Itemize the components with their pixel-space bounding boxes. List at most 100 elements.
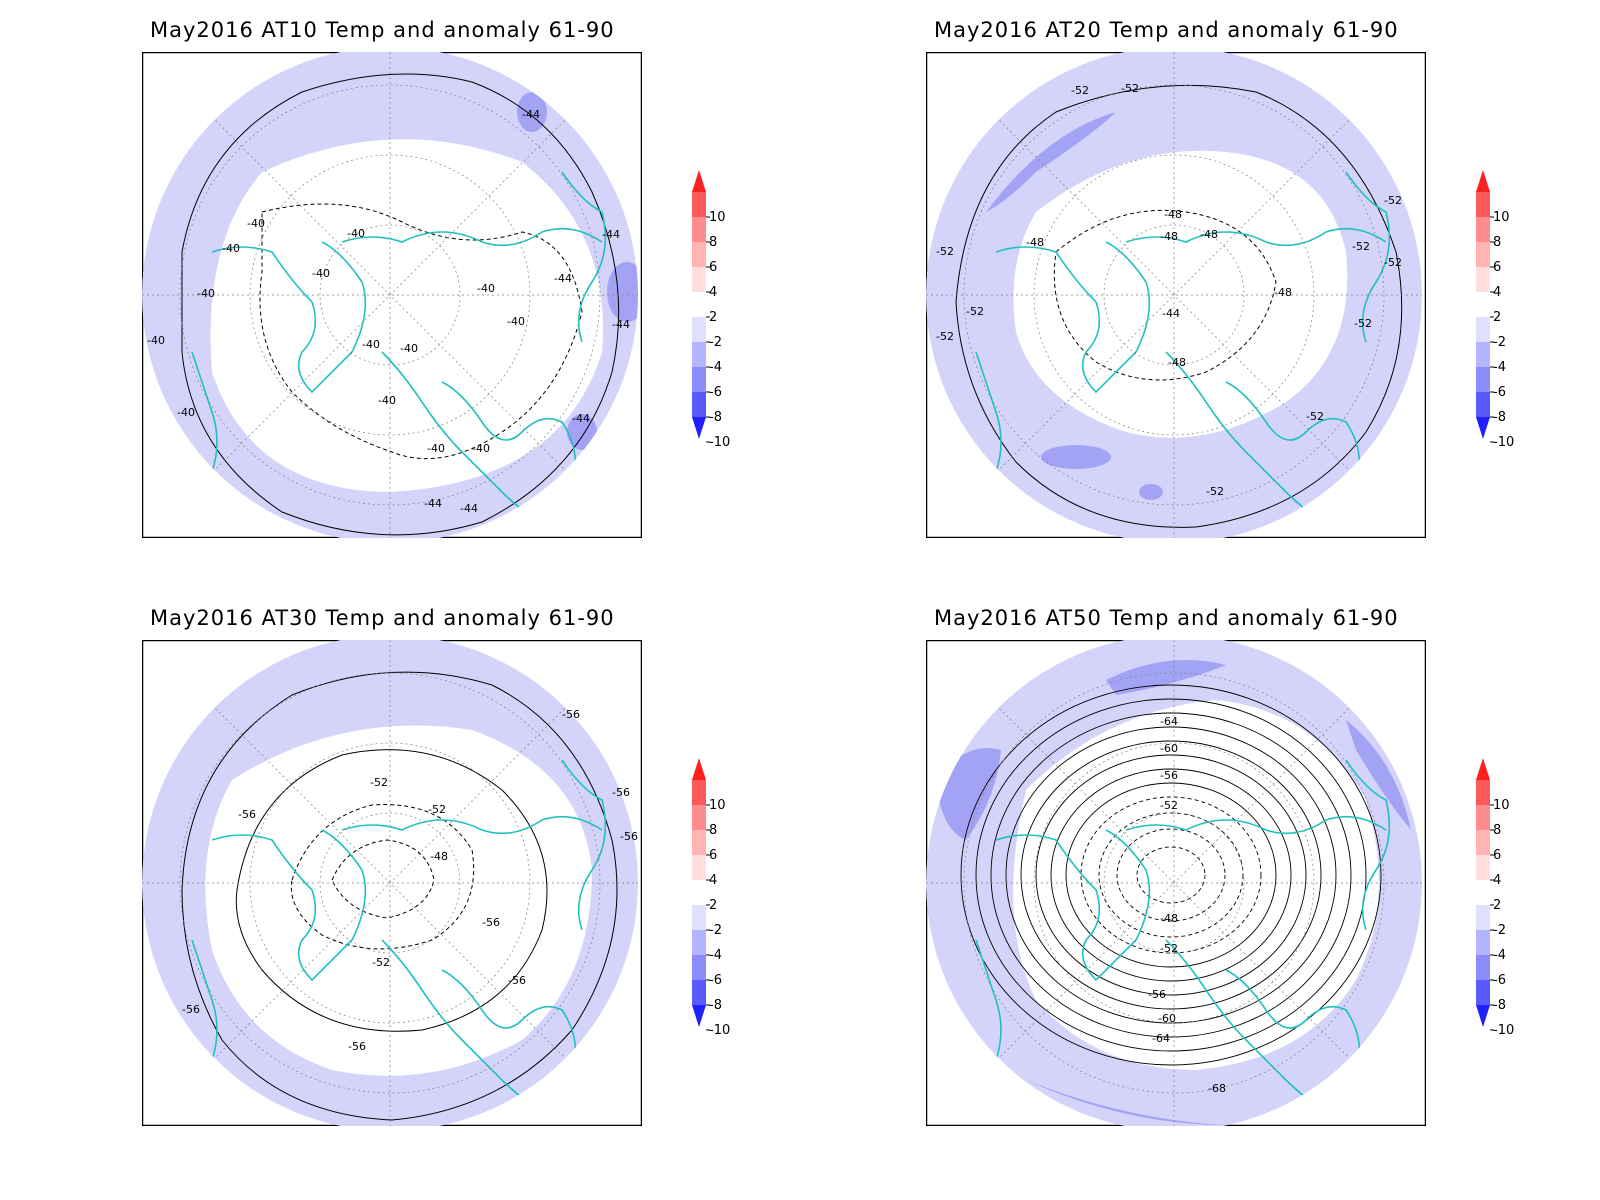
contour-label: -48 bbox=[1168, 356, 1186, 369]
colorbar-segment bbox=[1476, 855, 1490, 880]
coastlines bbox=[191, 759, 607, 1111]
colorbar-segment bbox=[692, 780, 706, 805]
colorbar-label: -4 bbox=[709, 360, 722, 375]
contour-label: -44 bbox=[572, 412, 590, 425]
contour-labels: -64 -60 -56 -52 -48 -52 -56 -60 -64 -68 bbox=[1148, 715, 1226, 1095]
colorbar-segment bbox=[1476, 217, 1490, 242]
contour-label: -44 bbox=[602, 228, 620, 241]
contour-label: -48 bbox=[1160, 230, 1178, 243]
coastlines bbox=[191, 171, 607, 523]
graticule bbox=[142, 52, 638, 538]
contour-labels: -56 -56 -56 -56 -56 -56 -56 -56 -52 -52 … bbox=[182, 708, 638, 1053]
contour-label: -56 bbox=[1148, 988, 1166, 1001]
colorbar-segment bbox=[1476, 392, 1490, 417]
contour-label: -56 bbox=[182, 1003, 200, 1016]
contour-label: -40 bbox=[427, 442, 445, 455]
colorbar-segment bbox=[1476, 292, 1490, 317]
colorbar-segment bbox=[1476, 955, 1490, 980]
colorbar-label: 6 bbox=[709, 848, 717, 863]
contour-label: -68 bbox=[1208, 1082, 1226, 1095]
colorbar-segment bbox=[1476, 980, 1490, 1005]
colorbar-at30: 10 8 6 4 2 -2 -4 -6 -8 -10 bbox=[692, 758, 730, 1038]
contour-label: -40 bbox=[507, 315, 525, 328]
panel-title-at50: May2016 AT50 Temp and anomaly 61-90 bbox=[934, 606, 1399, 630]
contour-label: -40 bbox=[362, 338, 380, 351]
contour-label: -56 bbox=[482, 916, 500, 929]
colorbar-segment bbox=[1476, 267, 1490, 292]
contour-label: -40 bbox=[378, 394, 396, 407]
colorbar-label: 10 bbox=[709, 798, 726, 813]
colorbar-at20: 10 8 6 4 2 -2 -4 -6 -8 -10 bbox=[1476, 170, 1514, 450]
colorbar-segment bbox=[692, 367, 706, 392]
contour-label: -44 bbox=[522, 108, 540, 121]
contour-label: -48 bbox=[1160, 912, 1178, 925]
colorbar-bottom-arrow bbox=[1476, 417, 1490, 439]
anomaly-strong-area bbox=[567, 414, 597, 450]
colorbar-segment bbox=[692, 392, 706, 417]
colorbar-segment bbox=[1476, 367, 1490, 392]
contour-label: -40 bbox=[222, 242, 240, 255]
contour-label: -52 bbox=[370, 776, 388, 789]
contour-label: -40 bbox=[400, 342, 418, 355]
coastlines bbox=[975, 759, 1391, 1111]
colorbar-segment bbox=[692, 905, 706, 930]
contour-label: -48 bbox=[1164, 208, 1182, 221]
colorbar-label: 4 bbox=[1493, 873, 1501, 888]
contour-label: -52 bbox=[936, 330, 954, 343]
colorbar-segment bbox=[692, 267, 706, 292]
colorbar-label: 2 bbox=[709, 310, 717, 325]
contour-label: -40 bbox=[347, 227, 365, 240]
contour-label: -52 bbox=[1071, 84, 1089, 97]
colorbar-label: -6 bbox=[1493, 973, 1506, 988]
anomaly-strong-area bbox=[986, 112, 1116, 212]
colorbar-segment bbox=[692, 342, 706, 367]
contour-label: -44 bbox=[460, 502, 478, 515]
panel-title-at10: May2016 AT10 Temp and anomaly 61-90 bbox=[150, 18, 615, 42]
contour-label: -52 bbox=[1306, 410, 1324, 423]
colorbar-label: 6 bbox=[1493, 848, 1501, 863]
contour-label: -40 bbox=[472, 442, 490, 455]
map-panel-at20: -52 -52 -52 -52 -52 -52 -52 -52 -52 -52 … bbox=[926, 52, 1426, 538]
colorbar-bottom-arrow bbox=[692, 1005, 706, 1027]
colorbar-segment bbox=[1476, 780, 1490, 805]
contour-label: -60 bbox=[1158, 1012, 1176, 1025]
colorbar-segment bbox=[1476, 880, 1490, 905]
colorbar-segment bbox=[692, 855, 706, 880]
contour-label: -56 bbox=[508, 974, 526, 987]
colorbar-label: -8 bbox=[709, 998, 722, 1013]
colorbar-label: -8 bbox=[1493, 410, 1506, 425]
contour-label: -56 bbox=[562, 708, 580, 721]
map-panel-at50: -64 -60 -56 -52 -48 -52 -56 -60 -64 -68 bbox=[926, 640, 1426, 1126]
contour-label: -56 bbox=[620, 830, 638, 843]
contour-label: -52 bbox=[1354, 317, 1372, 330]
colorbar-label: 2 bbox=[1493, 898, 1501, 913]
contour-line bbox=[259, 203, 583, 460]
map-panel-at10: -40 -40 -40 -40 -40 -40 -40 -40 -40 -40 … bbox=[142, 52, 642, 538]
colorbar-at50: 10 8 6 4 2 -2 -4 -6 -8 -10 bbox=[1476, 758, 1514, 1038]
colorbar-segment bbox=[692, 930, 706, 955]
anomaly-strong-area bbox=[1139, 484, 1163, 500]
colorbar-label: 8 bbox=[1493, 823, 1501, 838]
colorbar-segment bbox=[1476, 242, 1490, 267]
contour-label: -52 bbox=[428, 803, 446, 816]
contour-label: -48 bbox=[430, 850, 448, 863]
contour-label: -52 bbox=[1160, 942, 1178, 955]
contour-label: -44 bbox=[612, 318, 630, 331]
anomaly-strong-area bbox=[1346, 720, 1411, 830]
map-panel-at30: -56 -56 -56 -56 -56 -56 -56 -56 -52 -52 … bbox=[142, 640, 642, 1126]
panel-title-at30: May2016 AT30 Temp and anomaly 61-90 bbox=[150, 606, 615, 630]
contour-label: -52 bbox=[1206, 485, 1224, 498]
colorbar-segment bbox=[1476, 830, 1490, 855]
anomaly-strong-area bbox=[1041, 445, 1111, 469]
colorbar-segment bbox=[692, 317, 706, 342]
contour-label: -44 bbox=[1162, 307, 1180, 320]
anomaly-strong-area bbox=[1106, 660, 1226, 695]
graticule bbox=[926, 52, 1422, 538]
colorbar-at10: 10 8 6 4 2 -2 -4 -6 -8 -10 bbox=[692, 170, 730, 450]
colorbar-label: 4 bbox=[709, 873, 717, 888]
contour-label: -48 bbox=[1026, 236, 1044, 249]
contour-label: -64 bbox=[1152, 1032, 1170, 1045]
contour-line bbox=[331, 839, 435, 919]
contour-label: -40 bbox=[312, 267, 330, 280]
contour-label: -40 bbox=[247, 217, 265, 230]
